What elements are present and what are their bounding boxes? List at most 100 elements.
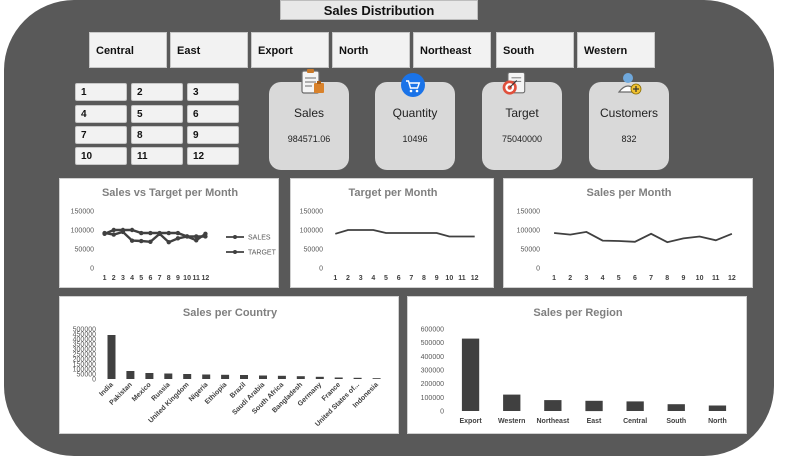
x-tick-label: Northeast [537,418,570,425]
x-tick-label: India [98,381,115,398]
x-tick-label: 11 [712,275,720,282]
page-title: Sales Distribution [280,0,478,20]
chart-title: Target per Month [348,187,437,199]
bar [372,378,381,379]
x-tick-label: 5 [617,275,621,282]
sales-per-country-chart: Sales per Country 0 50000 100000 150000 2000… [59,296,399,434]
kpi-value: 984571.06 [287,134,331,144]
kpi-card-sales: Sales 984571.06 [269,82,349,170]
bar [240,375,248,379]
region-button-western[interactable]: Western [577,32,655,68]
month-button-12[interactable]: 12 [187,147,239,165]
y-tick-label: 0 [92,377,96,384]
x-tick-label: 10 [696,275,704,282]
region-button-south[interactable]: South [496,32,574,68]
bar [145,373,154,379]
bar [667,404,685,411]
x-tick-label: 12 [471,275,479,282]
region-button-northeast[interactable]: Northeast [413,32,491,68]
kpi-value: 10496 [402,134,428,144]
kpi-label: Customers [599,106,658,120]
x-tick-label: 6 [397,275,401,282]
data-point [139,238,144,244]
x-tick-label: 5 [384,275,388,282]
x-tick-label: 8 [422,275,426,282]
data-point [111,232,116,237]
month-button-3[interactable]: 3 [187,83,239,101]
x-tick-label: 6 [148,275,152,282]
data-point [129,227,135,233]
x-tick-label: 9 [435,275,439,282]
month-button-10[interactable]: 10 [75,147,127,165]
bar [221,374,230,379]
x-tick-label: 7 [649,275,653,282]
month-button-7[interactable]: 7 [75,126,127,144]
x-tick-label: 4 [130,275,134,282]
x-tick-label: 3 [121,275,125,282]
month-button-9[interactable]: 9 [187,126,239,144]
series-line [554,230,733,244]
month-button-2[interactable]: 2 [131,83,183,101]
chart-title: Sales per Region [533,307,623,319]
x-tick-label: 6 [633,275,637,282]
region-button-central[interactable]: Central [89,32,167,68]
region-button-north[interactable]: North [332,32,410,68]
legend-marker [233,235,237,239]
x-tick-label: 2 [112,275,116,282]
x-tick-label: Mexico [131,381,153,403]
x-tick-label: North [708,418,727,425]
data-point [120,227,126,233]
chart-title: Sales per Month [587,187,672,199]
data-point [129,238,135,243]
data-point [102,231,107,236]
kpi-card-target: Target 75040000 [482,82,562,170]
month-button-11[interactable]: 11 [131,147,183,165]
x-tick-label: Export [459,418,482,425]
data-point [139,230,144,236]
x-tick-label: 10 [445,275,453,282]
x-tick-label: 7 [409,275,413,282]
region-button-east[interactable]: East [170,32,248,68]
bar [277,375,286,379]
bar [626,401,644,411]
y-tick-label: 0 [319,266,323,273]
x-tick-label: 12 [202,275,210,282]
bar [183,374,192,379]
region-button-export[interactable]: Export [251,32,329,68]
x-tick-label: 5 [139,275,143,282]
bar [585,400,603,412]
data-point [175,230,181,236]
month-button-4[interactable]: 4 [75,105,127,123]
legend-label: SALES [248,235,271,242]
x-tick-label: 9 [681,275,685,282]
y-tick-label: 500000 [421,340,444,347]
bar [334,377,343,379]
month-button-5[interactable]: 5 [131,105,183,123]
bar [107,335,116,379]
add-user-icon [617,73,642,95]
y-tick-label: 200000 [73,357,96,364]
sales-per-region-chart: Sales per Region 0 100000 200000 300000 4000… [407,296,747,434]
x-tick-label: 2 [346,275,350,282]
x-tick-label: South [666,418,686,425]
month-button-6[interactable]: 6 [187,105,239,123]
bar [544,400,562,411]
legend-label: TARGET [248,250,277,257]
data-point [157,230,162,236]
data-point [184,234,190,239]
data-point [166,239,171,245]
data-point [148,239,153,244]
y-tick-label: 100000 [421,395,444,402]
month-button-1[interactable]: 1 [75,83,127,101]
y-tick-label: 50000 [77,372,97,379]
x-tick-label: 9 [176,275,180,282]
bar [353,377,362,379]
bar [296,376,305,379]
y-tick-label: 50000 [304,247,324,254]
bar [315,376,324,379]
chart-title: Sales vs Target per Month [102,187,238,199]
month-button-8[interactable]: 8 [131,126,183,144]
data-point [194,234,199,239]
bar [503,394,521,411]
kpi-label: Target [505,106,539,120]
